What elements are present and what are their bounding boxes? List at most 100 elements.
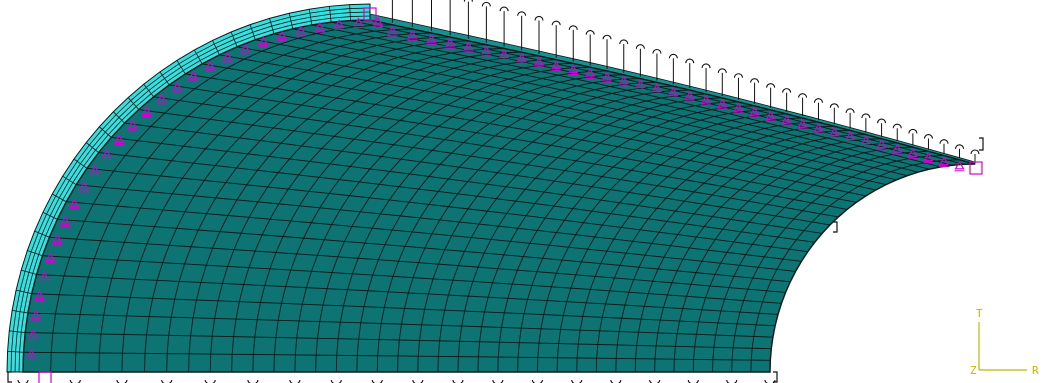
mesh-line-thickness-radial bbox=[143, 84, 154, 98]
reference-point-square-icon bbox=[363, 7, 377, 21]
mesh-line-axial bbox=[166, 44, 487, 373]
fixed-hook-icon bbox=[517, 11, 527, 16]
symmetry-triangle-icon bbox=[258, 36, 269, 46]
symmetry-triangle-icon bbox=[635, 79, 646, 89]
reference-point-square-icon bbox=[38, 371, 52, 383]
symmetry-triangle-icon bbox=[172, 81, 183, 91]
symmetry-triangle-icon bbox=[585, 68, 596, 77]
mesh-line-thickness-radial bbox=[194, 49, 203, 65]
triad-label-origin: Z bbox=[970, 364, 977, 377]
axis-triad: T R Z bbox=[970, 307, 1039, 377]
symmetry-triangle-icon bbox=[79, 181, 90, 191]
symmetry-triangle-icon bbox=[295, 25, 306, 35]
fixed-hook-icon bbox=[970, 149, 980, 155]
reference-point-markers bbox=[38, 7, 983, 383]
symmetry-triangle-icon bbox=[601, 71, 613, 81]
fixed-hook-icon bbox=[652, 48, 662, 54]
mesh-line-thickness-radial bbox=[212, 40, 220, 56]
symmetry-triangle-icon bbox=[276, 30, 287, 40]
symmetry-triangle-icon bbox=[334, 19, 345, 28]
fixed-hook-icon bbox=[492, 379, 504, 383]
fixed-hook-icon bbox=[908, 128, 918, 134]
symmetry-triangle-icon bbox=[860, 135, 871, 145]
symmetry-triangle-icon bbox=[89, 165, 101, 174]
symmetry-triangle-icon bbox=[892, 143, 903, 153]
symmetry-triangle-icon bbox=[28, 329, 39, 339]
mesh-line-axial bbox=[517, 109, 771, 373]
symmetry-triangle-icon bbox=[114, 134, 125, 144]
fixed-hook-icon bbox=[701, 63, 711, 69]
fixed-hook-icon bbox=[766, 83, 776, 88]
symmetry-triangle-icon bbox=[481, 45, 492, 55]
fixed-hook-icon bbox=[861, 113, 871, 119]
mesh-line-thickness-radial bbox=[21, 269, 37, 275]
fixed-hook-icon bbox=[571, 379, 583, 383]
fixed-hook-icon bbox=[499, 6, 509, 12]
fixed-hook-icon bbox=[750, 78, 760, 83]
symmetry-triangle-icon bbox=[813, 122, 824, 132]
mesh-line-axial bbox=[231, 55, 540, 373]
mesh-line-thickness-radial bbox=[249, 24, 256, 40]
symmetry-triangle-icon bbox=[684, 90, 695, 100]
mesh-line-axial bbox=[556, 117, 803, 373]
fixed-bracket-icon bbox=[7, 371, 12, 383]
symmetry-triangle-icon bbox=[938, 156, 950, 166]
symmetry-triangle-icon bbox=[222, 51, 233, 61]
mesh-line-axial bbox=[335, 74, 624, 373]
fixed-hook-icon bbox=[668, 53, 678, 59]
symmetry-triangle-icon bbox=[45, 252, 56, 262]
symmetry-triangle-icon bbox=[765, 110, 776, 120]
symmetry-triangle-icon bbox=[551, 60, 562, 70]
mesh-line-thickness-radial bbox=[42, 211, 58, 220]
mesh-line-axial bbox=[356, 78, 641, 373]
symmetry-triangle-icon bbox=[668, 87, 679, 96]
symmetry-triangle-icon bbox=[701, 94, 712, 104]
symmetry-triangle-icon bbox=[156, 93, 167, 103]
mesh-line-axial bbox=[294, 66, 591, 373]
fixed-hook-icon bbox=[619, 39, 629, 45]
mesh-line-thickness-radial bbox=[62, 175, 77, 186]
mesh-line-thickness-radial bbox=[73, 158, 88, 169]
fixed-hook-icon bbox=[813, 98, 824, 103]
fixed-hook-icon bbox=[685, 58, 695, 64]
mesh-line-axial bbox=[397, 85, 674, 373]
fixed-hook-icon bbox=[717, 68, 727, 73]
symmetry-triangle-icon bbox=[829, 127, 840, 136]
fixed-bracket-icon bbox=[833, 221, 838, 233]
fixed-hook-icon bbox=[204, 379, 216, 383]
mesh-line-axial bbox=[121, 36, 451, 373]
fixed-hook-icon bbox=[161, 379, 173, 383]
fixed-hook-icon bbox=[923, 133, 934, 139]
fixed-hook-icon bbox=[289, 379, 301, 383]
mesh-line-axial bbox=[376, 81, 657, 373]
symmetry-triangle-icon bbox=[463, 41, 474, 51]
mesh-line-axial bbox=[98, 32, 432, 373]
fixed-hook-icon bbox=[452, 379, 464, 383]
fixed-hook-icon bbox=[892, 123, 902, 129]
fixed-hook-icon bbox=[551, 20, 561, 26]
mesh-line-axial bbox=[74, 28, 413, 373]
mesh-line-thickness-radial bbox=[12, 309, 28, 314]
fixed-hook-icon bbox=[954, 144, 965, 149]
symmetry-triangle-icon bbox=[923, 152, 934, 161]
symmetry-triangle-icon bbox=[69, 198, 80, 208]
fixed-hook-icon bbox=[568, 25, 578, 30]
symmetry-triangle-icon bbox=[387, 25, 398, 35]
fixed-bc-markers bbox=[7, 0, 984, 383]
fixed-hook-icon bbox=[17, 379, 29, 383]
symmetry-triangle-icon bbox=[407, 29, 418, 39]
symmetry-triangle-icon bbox=[651, 83, 662, 92]
mesh-line-axial bbox=[477, 101, 739, 373]
mesh-line-thickness-radial bbox=[27, 250, 43, 257]
symmetry-triangle-icon bbox=[314, 21, 325, 31]
mesh-line-axial bbox=[712, 150, 929, 373]
mesh-line-axial bbox=[273, 63, 574, 373]
symmetry-triangle-icon bbox=[499, 49, 510, 59]
fixed-hook-icon bbox=[585, 30, 595, 35]
symmetry-triangle-icon bbox=[101, 149, 112, 159]
mesh-line-axial bbox=[595, 125, 835, 373]
mesh-line-axial bbox=[615, 129, 851, 373]
mesh-line-axial bbox=[731, 155, 945, 373]
